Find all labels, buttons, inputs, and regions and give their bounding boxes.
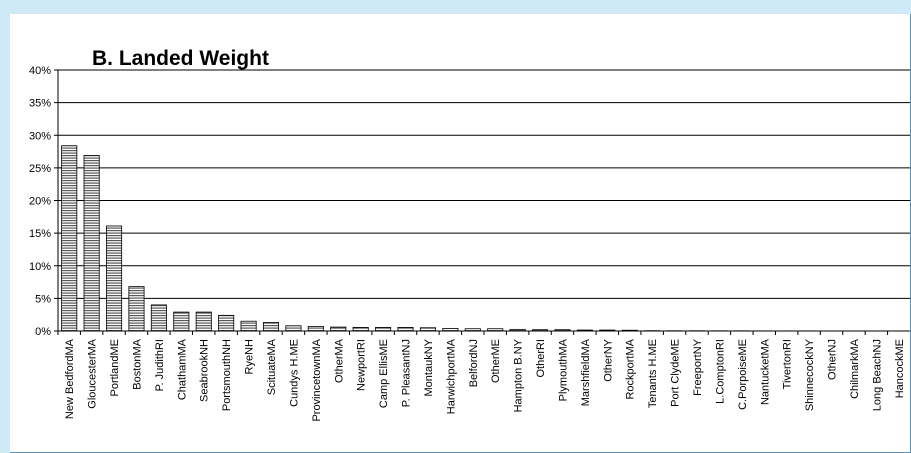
x-category-label: BostonMA [131, 338, 143, 389]
x-category-label: Camp EllisME [378, 339, 390, 408]
y-tick-label: 10% [29, 261, 51, 273]
bar [83, 155, 100, 332]
frame-left-band [0, 0, 10, 453]
bar [397, 327, 414, 332]
x-category-label: OtherNY [602, 338, 614, 381]
x-category-label: New BedfordMA [64, 338, 76, 419]
bar [262, 322, 280, 332]
bar [61, 145, 78, 332]
bar [106, 225, 123, 332]
y-tick-label: 25% [29, 163, 51, 175]
x-category-label: Port ClydeME [670, 339, 682, 407]
bar [173, 311, 190, 332]
x-category-label: PortlandME [109, 339, 121, 396]
x-category-label: ChathamMA [176, 338, 188, 400]
x-category-label: ProvincetownMA [311, 338, 323, 421]
chart-title: B. Landed Weight [92, 47, 269, 70]
x-category-label: PortsmouthNH [221, 339, 233, 411]
bar [150, 304, 167, 332]
y-tick-label: 0% [35, 326, 51, 338]
x-category-label: NewportRI [356, 339, 368, 391]
x-category-label: OtherMA [333, 338, 345, 383]
x-axis-labels: New BedfordMA GloucesterMA PortlandME Bosto… [57, 331, 906, 422]
bar [128, 286, 145, 332]
x-category-label: TivertonRI [782, 339, 794, 389]
y-tick-label: 20% [29, 196, 51, 208]
x-category-label: GloucesterMA [87, 338, 99, 408]
x-category-label: OtherRI [535, 339, 547, 378]
x-category-label: SeabrookNH [199, 339, 211, 402]
x-category-label: MarshfieldMA [580, 338, 592, 406]
y-axis-ticks: 0% 5% 10% 15% 20% 25% 30% 35% 40% [29, 65, 58, 338]
bar [330, 326, 347, 332]
x-category-label: P. JudithRI [154, 339, 166, 391]
x-category-label: Cundys H.ME [288, 339, 300, 407]
x-category-label: ScituateMA [266, 338, 278, 395]
x-category-label: Tenants H.ME [647, 339, 659, 408]
x-category-label: MontaukNY [423, 338, 435, 396]
x-category-label: NantucketMA [759, 338, 771, 405]
bar [375, 327, 392, 332]
bar [195, 311, 212, 332]
x-category-label: ChilmarkMA [849, 338, 861, 399]
x-category-label: BelfordNJ [468, 339, 480, 387]
x-category-label: L.ComptonRI [714, 339, 726, 404]
y-tick-label: 40% [29, 65, 51, 77]
x-category-label: Long BeachNJ [871, 339, 883, 411]
x-category-label: HancockME [894, 339, 906, 398]
bar [285, 325, 302, 332]
x-category-label: FreeportNY [692, 338, 704, 396]
x-category-label: C.PorpoiseME [737, 339, 749, 410]
x-category-label: RyeNH [244, 339, 256, 375]
x-category-label: OtherME [490, 339, 502, 383]
y-tick-label: 30% [29, 130, 51, 142]
bar [240, 320, 257, 332]
y-tick-label: 35% [29, 98, 51, 110]
bars [61, 145, 907, 332]
frame-top-band [0, 0, 911, 14]
x-category-label: P. PleasantNJ [401, 339, 413, 407]
x-category-label: Hampton B.NY [513, 338, 525, 412]
x-category-label: PlymouthMA [557, 338, 569, 401]
y-tick-label: 5% [35, 293, 51, 305]
y-tick-label: 15% [29, 228, 51, 240]
bar [307, 326, 324, 332]
bar [352, 327, 369, 332]
x-category-label: RockportMA [625, 338, 637, 399]
x-category-label: ShinnecockNY [804, 338, 816, 411]
gridlines [58, 69, 910, 299]
x-category-label: HarwichportMA [445, 338, 457, 414]
bar [218, 314, 235, 332]
x-category-label: OtherNJ [827, 339, 839, 380]
